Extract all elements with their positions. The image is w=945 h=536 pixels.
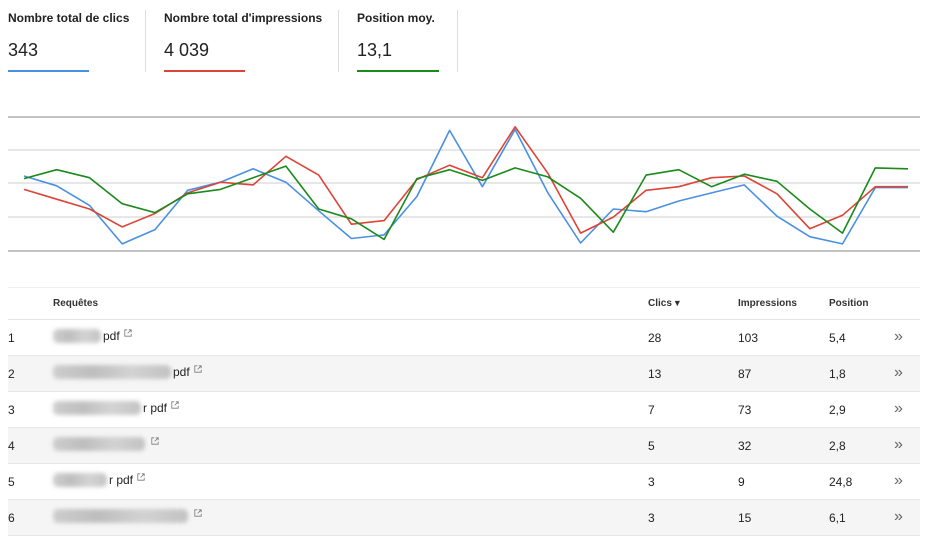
metric-label: Position moy. bbox=[357, 11, 435, 25]
row-details-chevron-icon[interactable]: » bbox=[894, 472, 903, 489]
redacted-query-text bbox=[53, 329, 101, 343]
query-cell[interactable]: r pdf bbox=[53, 473, 145, 487]
clicks-value: 13 bbox=[648, 367, 662, 381]
query-cell[interactable]: pdf bbox=[53, 329, 132, 343]
impressions-value: 15 bbox=[738, 511, 752, 525]
metric-color-bar bbox=[357, 70, 439, 72]
queries-table: Requêtes Clics▼ Impressions Position 1 pd… bbox=[8, 287, 920, 536]
metric-color-bar bbox=[8, 70, 89, 72]
header-clicks-label: Clics bbox=[648, 298, 672, 309]
query-suffix: r pdf bbox=[109, 473, 134, 487]
row-number: 2 bbox=[8, 367, 15, 381]
metric-value: 4 039 bbox=[164, 40, 210, 60]
header-clicks[interactable]: Clics▼ bbox=[648, 298, 682, 309]
position-value: 5,4 bbox=[829, 331, 846, 345]
row-number: 4 bbox=[8, 439, 15, 453]
clicks-value: 5 bbox=[648, 439, 655, 453]
metric-label: Nombre total d'impressions bbox=[164, 11, 323, 25]
metric-value: 343 bbox=[8, 40, 39, 60]
external-link-icon[interactable] bbox=[194, 509, 202, 517]
query-suffix: pdf bbox=[173, 365, 190, 379]
redacted-query-text bbox=[53, 473, 107, 487]
external-link-icon[interactable] bbox=[151, 437, 159, 445]
external-link-icon[interactable] bbox=[124, 329, 132, 337]
performance-line-chart bbox=[8, 116, 920, 252]
sort-desc-icon: ▼ bbox=[672, 298, 682, 308]
external-link-icon[interactable] bbox=[137, 473, 145, 481]
position-value: 2,8 bbox=[829, 439, 846, 453]
table-row[interactable]: 1 pdf 28 103 5,4 » bbox=[8, 320, 920, 356]
chart-series-line-2 bbox=[23, 165, 909, 241]
row-details-chevron-icon[interactable]: » bbox=[894, 328, 903, 345]
query-cell[interactable] bbox=[53, 437, 159, 451]
clicks-value: 3 bbox=[648, 511, 655, 525]
table-row[interactable]: 4 5 32 2,8 » bbox=[8, 428, 920, 464]
metric-label: Nombre total de clics bbox=[8, 11, 130, 25]
position-value: 6,1 bbox=[829, 511, 846, 525]
row-details-chevron-icon[interactable]: » bbox=[894, 508, 903, 525]
metric-total-impressions[interactable]: Nombre total d'impressions 4 039 bbox=[146, 0, 338, 75]
redacted-query-text bbox=[53, 437, 145, 451]
row-number: 6 bbox=[8, 511, 15, 525]
header-queries[interactable]: Requêtes bbox=[53, 298, 99, 309]
impressions-value: 9 bbox=[738, 475, 745, 489]
header-impressions[interactable]: Impressions bbox=[738, 298, 797, 309]
position-value: 2,9 bbox=[829, 403, 846, 417]
row-details-chevron-icon[interactable]: » bbox=[894, 436, 903, 453]
metric-avg-position[interactable]: Position moy. 13,1 bbox=[339, 0, 457, 75]
metric-value: 13,1 bbox=[357, 40, 393, 60]
impressions-value: 103 bbox=[738, 331, 759, 345]
row-details-chevron-icon[interactable]: » bbox=[894, 364, 903, 381]
table-row[interactable]: 2 pdf 13 87 1,8 » bbox=[8, 356, 920, 392]
query-suffix: pdf bbox=[103, 329, 120, 343]
metric-divider bbox=[338, 10, 339, 72]
clicks-value: 7 bbox=[648, 403, 655, 417]
position-value: 1,8 bbox=[829, 367, 846, 381]
query-cell[interactable]: r pdf bbox=[53, 401, 179, 415]
metric-color-bar bbox=[164, 70, 245, 72]
impressions-value: 87 bbox=[738, 367, 752, 381]
row-number: 1 bbox=[8, 331, 15, 345]
query-suffix: r pdf bbox=[143, 401, 168, 415]
clicks-value: 3 bbox=[648, 475, 655, 489]
chart-series-line-0 bbox=[23, 128, 908, 245]
query-cell[interactable] bbox=[53, 509, 202, 523]
impressions-value: 32 bbox=[738, 439, 752, 453]
header-position[interactable]: Position bbox=[829, 298, 869, 309]
table-row[interactable]: 3 r pdf 7 73 2,9 » bbox=[8, 392, 920, 428]
impressions-value: 73 bbox=[738, 403, 752, 417]
redacted-query-text bbox=[53, 365, 171, 379]
metric-total-clicks[interactable]: Nombre total de clics 343 bbox=[0, 0, 145, 75]
query-cell[interactable]: pdf bbox=[53, 365, 202, 379]
table-row[interactable]: 6 3 15 6,1 » bbox=[8, 500, 920, 536]
position-value: 24,8 bbox=[829, 475, 853, 489]
row-number: 3 bbox=[8, 403, 15, 417]
metric-divider bbox=[457, 10, 458, 72]
row-details-chevron-icon[interactable]: » bbox=[894, 400, 903, 417]
metric-divider bbox=[145, 10, 146, 72]
clicks-value: 28 bbox=[648, 331, 662, 345]
table-row[interactable]: 5 r pdf 3 9 24,8 » bbox=[8, 464, 920, 500]
row-number: 5 bbox=[8, 475, 15, 489]
table-header: Requêtes Clics▼ Impressions Position bbox=[8, 287, 920, 320]
redacted-query-text bbox=[53, 509, 188, 523]
redacted-query-text bbox=[53, 401, 141, 415]
external-link-icon[interactable] bbox=[171, 401, 179, 409]
external-link-icon[interactable] bbox=[194, 365, 202, 373]
